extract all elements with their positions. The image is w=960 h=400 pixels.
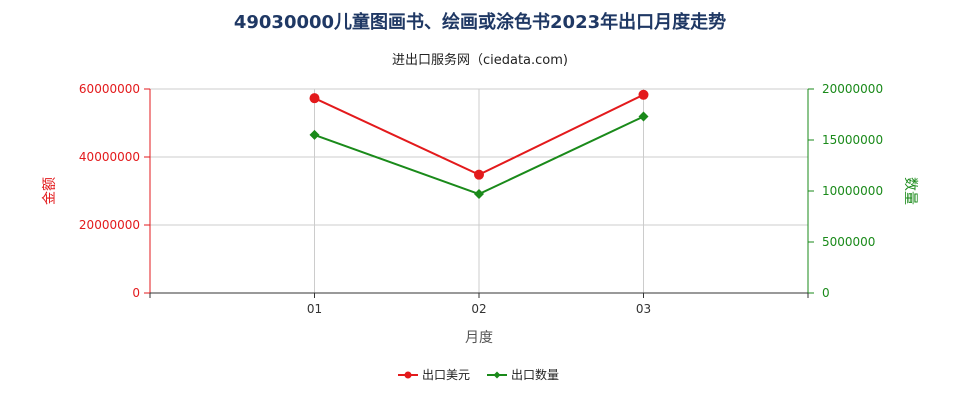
left-tick-label: 60000000: [79, 82, 140, 96]
legend-marker: [404, 371, 412, 379]
right-tick-label: 10000000: [822, 184, 883, 198]
right-tick-label: 15000000: [822, 133, 883, 147]
series-layer: [309, 89, 649, 200]
data-point: [309, 93, 320, 104]
right-tick-label: 20000000: [822, 82, 883, 96]
grid-lines: [150, 88, 808, 293]
data-point: [474, 189, 484, 200]
y-right-axis-title: 数量: [902, 177, 918, 205]
legend-label: 出口美元: [422, 368, 470, 382]
data-point: [638, 111, 649, 122]
axes: 0 20000000 40000000 60000000 0 5000000 1000000…: [42, 82, 918, 346]
legend-label: 出口数量: [511, 367, 559, 382]
right-tick-label: 0: [822, 286, 830, 300]
data-point: [474, 169, 484, 180]
legend-marker: [493, 371, 501, 379]
x-tick-label: 01: [307, 302, 322, 316]
left-tick-label: 0: [132, 286, 140, 300]
left-tick-label: 40000000: [79, 150, 140, 164]
y-left-axis-title: 金额: [42, 177, 58, 205]
data-point: [638, 89, 649, 100]
x-tick-label: 03: [636, 302, 651, 316]
left-tick-label: 20000000: [79, 218, 140, 232]
x-tick-label: 02: [471, 302, 486, 316]
data-point: [309, 129, 320, 140]
right-tick-label: 5000000: [822, 235, 875, 249]
chart-title: 49030000儿童图画书、绘画或涂色书2023年出口月度走势: [233, 12, 727, 33]
legend: 出口美元 出口数量: [398, 367, 559, 382]
x-axis-title: 月度: [465, 330, 493, 346]
chart-subtitle: 进出口服务网（ciedata.com): [391, 53, 568, 68]
